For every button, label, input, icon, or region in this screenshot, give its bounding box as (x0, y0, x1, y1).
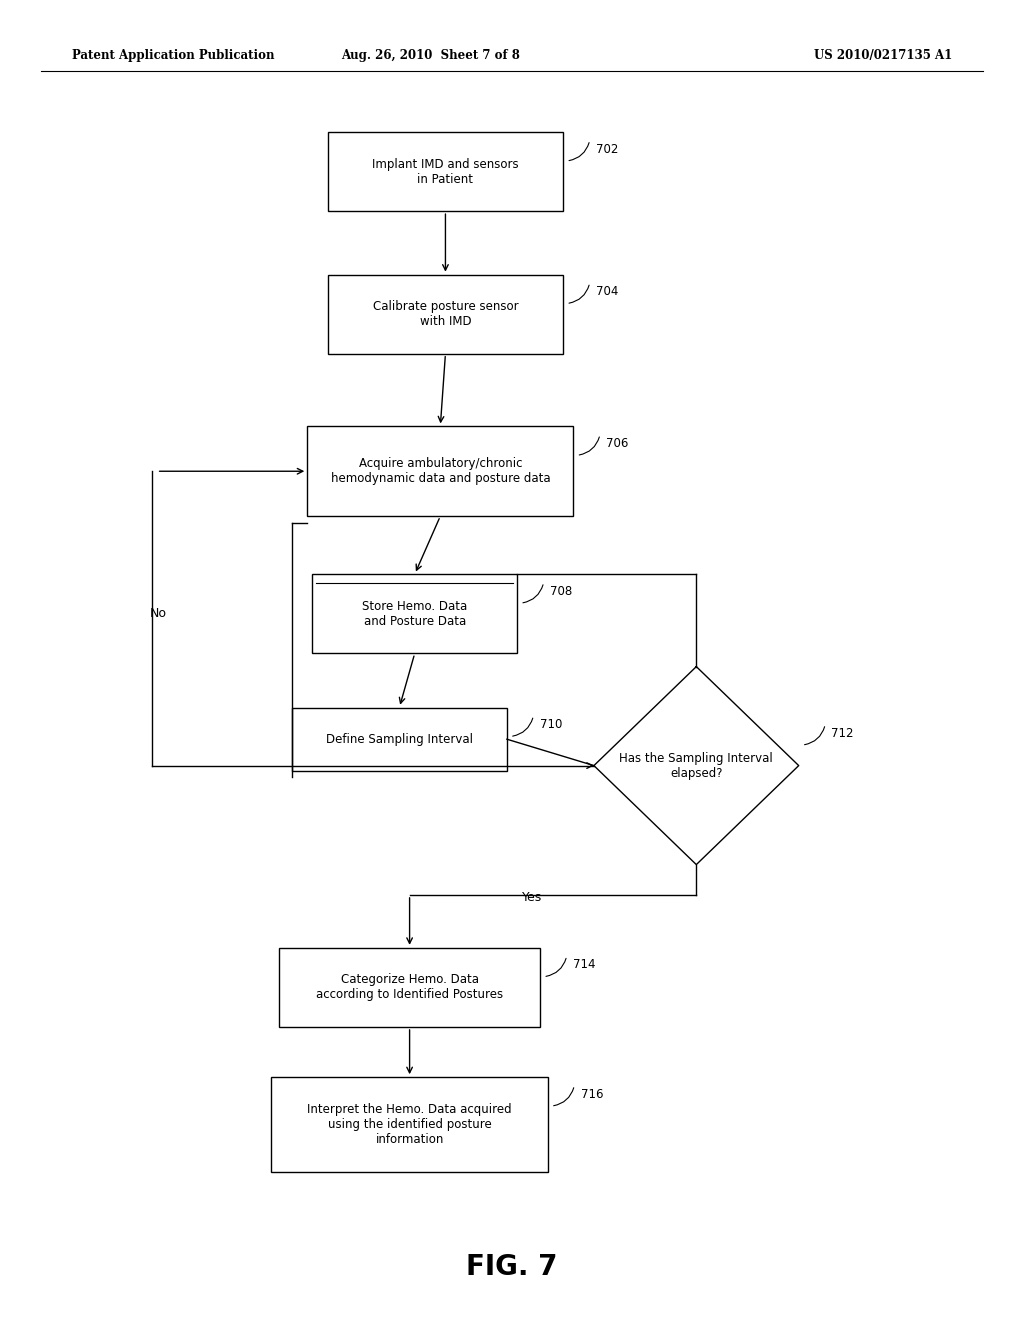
Text: 716: 716 (581, 1088, 603, 1101)
Text: 712: 712 (831, 726, 854, 739)
Text: Aug. 26, 2010  Sheet 7 of 8: Aug. 26, 2010 Sheet 7 of 8 (341, 49, 519, 62)
Text: Acquire ambulatory/chronic
hemodynamic data and posture data: Acquire ambulatory/chronic hemodynamic d… (331, 457, 550, 486)
Text: 708: 708 (550, 585, 572, 598)
Text: Patent Application Publication: Patent Application Publication (72, 49, 274, 62)
Text: Has the Sampling Interval
elapsed?: Has the Sampling Interval elapsed? (620, 751, 773, 780)
FancyBboxPatch shape (312, 574, 517, 653)
Text: 702: 702 (596, 143, 618, 156)
Text: 706: 706 (606, 437, 629, 450)
Text: Store Hemo. Data
and Posture Data: Store Hemo. Data and Posture Data (362, 599, 467, 628)
Text: 710: 710 (540, 718, 562, 731)
FancyBboxPatch shape (279, 948, 541, 1027)
Text: Define Sampling Interval: Define Sampling Interval (326, 733, 473, 746)
Text: 714: 714 (573, 958, 595, 972)
Polygon shape (594, 667, 799, 865)
Text: Yes: Yes (522, 891, 543, 904)
FancyBboxPatch shape (307, 426, 573, 516)
FancyBboxPatch shape (271, 1077, 548, 1172)
Text: 704: 704 (596, 285, 618, 298)
Text: Categorize Hemo. Data
according to Identified Postures: Categorize Hemo. Data according to Ident… (316, 973, 503, 1002)
Text: Implant IMD and sensors
in Patient: Implant IMD and sensors in Patient (372, 157, 519, 186)
Text: Calibrate posture sensor
with IMD: Calibrate posture sensor with IMD (373, 300, 518, 329)
FancyBboxPatch shape (328, 275, 563, 354)
FancyBboxPatch shape (328, 132, 563, 211)
FancyBboxPatch shape (292, 708, 507, 771)
Text: FIG. 7: FIG. 7 (466, 1253, 558, 1282)
Text: Interpret the Hemo. Data acquired
using the identified posture
information: Interpret the Hemo. Data acquired using … (307, 1104, 512, 1146)
Text: No: No (151, 607, 167, 620)
Text: US 2010/0217135 A1: US 2010/0217135 A1 (814, 49, 952, 62)
